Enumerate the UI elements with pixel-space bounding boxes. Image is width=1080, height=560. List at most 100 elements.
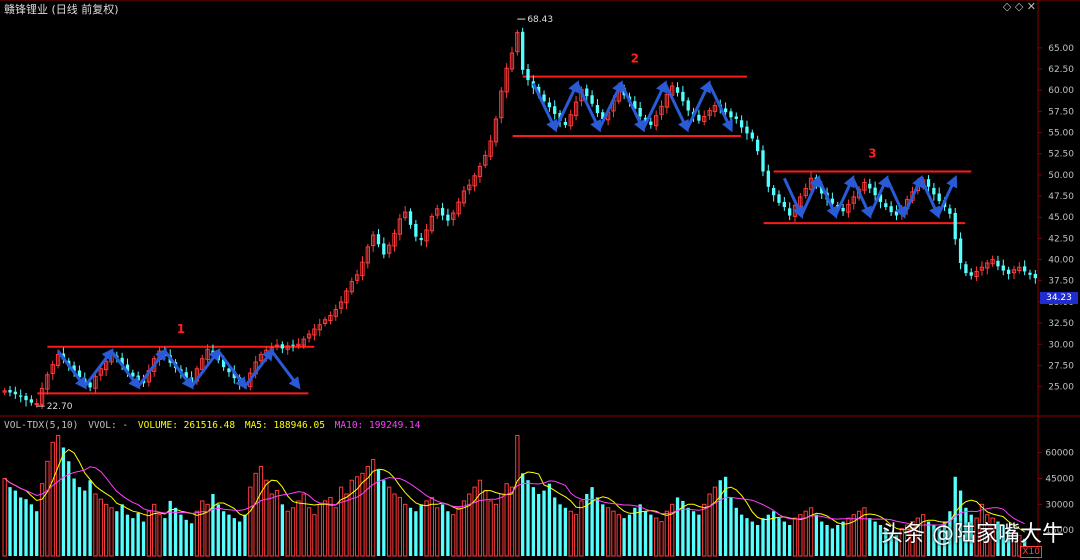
candle-body-up [98,368,103,376]
volume-bar-down [88,480,92,556]
close-icon[interactable]: ✕ [1026,0,1036,13]
candle-body-down [131,372,135,377]
candle-body-up [397,218,403,235]
zigzag-arrow [110,350,141,390]
candle-body-up [499,90,504,119]
price-tick-label: 52.50 [1048,150,1074,160]
volume-bar-down [24,499,28,556]
candle-body-up [34,403,39,406]
volume-bar-down [547,483,552,556]
volume-bar-down [932,525,936,556]
x10-badge: X10 [1020,546,1042,558]
volume-bar-down [750,521,754,556]
candle-body-down [638,107,642,117]
zigzag-arrow [663,82,689,133]
candle-body-up [846,204,851,213]
candle-body-up [461,190,467,204]
volume-bar-down [766,514,770,556]
volume-bar-down [446,511,450,556]
candle-body-down [836,204,840,209]
candle-body-down [841,207,845,212]
low-label: 22.70 [47,402,73,412]
candle-body-up [862,182,867,191]
candle-body-down [755,139,760,152]
candle-body-up [985,262,990,269]
zigzag-arrow [217,350,248,390]
volume-bar-down [382,480,386,556]
volume-bar-up [354,476,360,557]
candle-body-down [601,112,605,120]
volume-bar-up [2,478,7,557]
candle-body-up [349,281,354,293]
price-tick-label: 27.50 [1048,361,1074,371]
candle-body-down [440,207,445,216]
volume-bar-down [643,511,648,556]
candle-body-up [515,32,520,53]
candle-body-down [734,116,738,120]
volume-bar-down [19,497,23,556]
candle-body-up [707,110,712,116]
volume-bar-down [942,521,947,556]
candle-body-down [221,359,226,368]
price-tick-label: 40.00 [1048,256,1074,266]
candle-body-up [712,104,718,112]
volume-value: VOLUME: 261516.48 [137,420,236,431]
candle-body-up [990,259,995,265]
volume-bar-down [168,500,172,556]
volume-bar-down [926,521,931,556]
volume-bar-up [109,507,114,557]
volume-bar-up [253,472,258,557]
candle-body-up [322,319,328,325]
candle-body-down [72,365,76,372]
candle-body-up [467,184,472,191]
consolidation-boxes: 1 2 3 [37,52,972,395]
volume-bar-down [964,507,968,556]
zigzag-arrow [136,348,168,388]
diamond-icon[interactable]: ◇ [1014,0,1024,13]
candle-body-down [681,91,685,102]
window-controls: ◇ ◇ ✕ [1003,0,1036,13]
volume-bar-up [808,507,814,557]
candle-body-down [686,100,690,111]
volume-bar-up [670,503,675,557]
zigzag-arrow [270,350,301,390]
volume-bar-down [649,514,653,556]
diamond-icon[interactable]: ◇ [1002,0,1012,13]
candle-body-up [328,314,333,322]
volume-bar-down [526,480,530,556]
volume-bar-down [878,525,883,556]
candle-body-up [387,244,392,254]
volume-bar-down [553,497,557,556]
candle-body-up [456,201,461,215]
volume-bar-up [285,510,290,557]
volume-ma10-line [4,466,1025,526]
volume-bar-down [996,521,1000,556]
volume-bar-up [424,500,429,557]
volume-bar-down [948,511,952,556]
price-tick-label: 37.50 [1048,277,1074,287]
candle-body-down [750,132,754,139]
volume-bar-up [472,486,477,557]
volume-bar-down [189,523,194,556]
volume-bar-up [146,510,152,557]
candle-body-down [878,194,883,202]
candle-body-down [563,121,568,125]
volume-bar-up [568,510,573,557]
volume-bar-down [77,487,82,556]
volume-bar-down [558,504,562,556]
candle-body-down [595,105,600,114]
candle-body-down [408,211,413,225]
volume-bar-up [974,517,979,557]
volume-bar-up [1017,534,1022,557]
price-axis: 65.00 62.50 60.00 57.50 55.00 52.50 50.00 47.50… [1038,44,1074,393]
volume-bar-up [98,498,103,557]
candle-body-up [338,301,344,309]
volume-bar-up [712,486,718,557]
candle-body-down [894,211,899,216]
volume-bar-down [595,497,600,556]
candle-body-up [306,333,312,339]
candle-body-down [537,86,541,96]
candle-body-down [868,183,872,189]
volume-bar-up [200,500,205,557]
volume-bar-up [477,479,483,557]
